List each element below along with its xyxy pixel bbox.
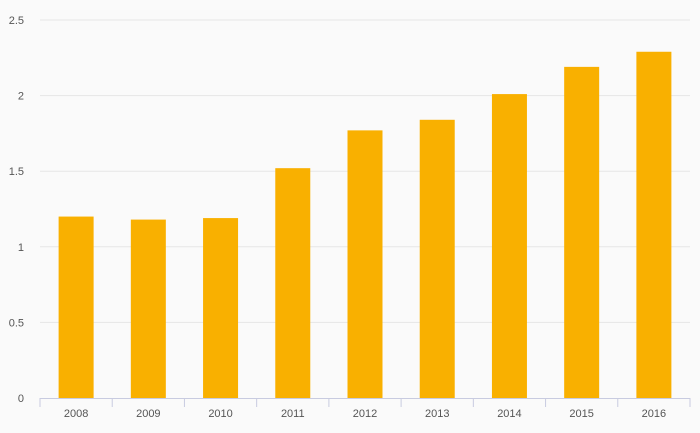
x-tick-label: 2014 bbox=[497, 408, 521, 420]
bar-2015 bbox=[564, 66, 600, 398]
x-tick-label: 2012 bbox=[353, 408, 377, 420]
y-tick-label: 1 bbox=[18, 242, 24, 254]
y-tick-label: 2.5 bbox=[9, 15, 24, 27]
y-tick-label: 1.5 bbox=[9, 166, 24, 178]
x-tick-label: 2016 bbox=[642, 408, 666, 420]
bar-2016 bbox=[636, 51, 672, 398]
x-tick-label: 2008 bbox=[64, 408, 88, 420]
x-axis-labels: 2008 2009 2010 2011 2012 2013 2014 2015 2016 bbox=[64, 408, 666, 420]
bar-2010 bbox=[203, 218, 239, 398]
x-tick-label: 2010 bbox=[208, 408, 232, 420]
bars bbox=[58, 51, 672, 399]
bar-2011 bbox=[275, 168, 311, 398]
bar-2013 bbox=[419, 119, 455, 399]
bar-2014 bbox=[491, 94, 527, 398]
bar-2008 bbox=[58, 216, 94, 398]
x-axis bbox=[39, 398, 691, 407]
x-tick-label: 2015 bbox=[569, 408, 593, 420]
y-tick-label: 0.5 bbox=[9, 317, 24, 329]
x-tick-label: 2013 bbox=[425, 408, 449, 420]
x-tick-label: 2009 bbox=[136, 408, 160, 420]
y-tick-label: 2 bbox=[18, 91, 24, 103]
bar-2009 bbox=[130, 219, 166, 398]
x-tick-label: 2011 bbox=[281, 408, 305, 420]
y-axis-labels: 0 0.5 1 1.5 2 2.5 bbox=[9, 15, 24, 405]
y-tick-label: 0 bbox=[18, 393, 24, 405]
bar-2012 bbox=[347, 130, 383, 398]
